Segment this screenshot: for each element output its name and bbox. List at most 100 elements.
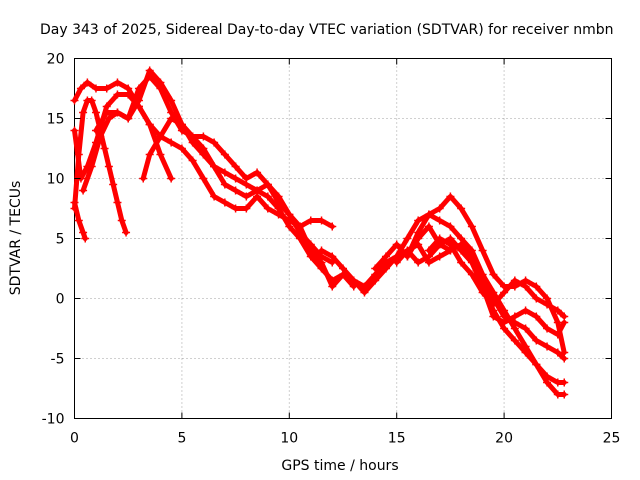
x-tick-label: 15 [388, 431, 406, 447]
data-point-marker [467, 222, 476, 231]
y-axis-label: SDTVAR / TECUs [8, 181, 24, 296]
x-tick-label: 0 [70, 431, 79, 447]
data-point-marker [87, 162, 96, 171]
data-point-marker [328, 252, 337, 261]
data-point-marker [381, 252, 390, 261]
data-point-marker [70, 96, 79, 105]
data-point-marker [521, 282, 530, 291]
data-point-marker [199, 174, 208, 183]
data-point-marker [349, 276, 358, 285]
x-tick-label: 10 [280, 431, 298, 447]
data-point-marker [371, 276, 380, 285]
data-point-marker [220, 198, 229, 207]
data-point-marker [521, 306, 530, 315]
data-point-marker [263, 180, 272, 189]
data-point-marker [457, 204, 466, 213]
data-point-marker [210, 138, 219, 147]
data-point-marker [532, 294, 541, 303]
data-point-marker [124, 90, 133, 99]
data-point-marker [339, 264, 347, 273]
data-point-marker [414, 234, 423, 243]
data-point-marker [446, 240, 455, 249]
data-point-marker [532, 336, 541, 345]
data-point-marker [231, 204, 240, 213]
data-point-marker [242, 192, 251, 201]
data-point-marker [360, 288, 369, 297]
data-point-marker [500, 318, 509, 327]
data-point-marker [76, 84, 85, 93]
series-track [72, 200, 88, 241]
data-point-marker [306, 216, 315, 225]
series-layer [70, 66, 569, 399]
data-point-marker [560, 312, 569, 321]
data-point-marker [560, 390, 569, 399]
x-tick-label: 25 [603, 431, 621, 447]
data-point-marker [70, 204, 79, 213]
data-point-marker [317, 216, 326, 225]
y-tick-label: -10 [42, 412, 65, 428]
data-point-marker [70, 126, 79, 135]
data-point-marker [403, 234, 412, 243]
data-point-marker [145, 72, 154, 81]
data-point-marker [113, 108, 122, 117]
data-point-marker [489, 312, 498, 321]
data-point-marker [478, 288, 487, 297]
data-point-marker [317, 246, 326, 255]
data-point-marker [435, 234, 444, 243]
y-tick-label: 10 [47, 172, 65, 188]
data-point-marker [253, 186, 262, 195]
data-point-marker [83, 78, 92, 87]
data-point-marker [424, 258, 433, 267]
data-point-marker [188, 132, 197, 141]
data-point-marker [532, 312, 541, 321]
data-point-marker [285, 222, 294, 231]
data-point-marker [79, 186, 88, 195]
data-point-marker [467, 252, 476, 261]
data-point-marker [285, 210, 294, 219]
data-point-marker [145, 150, 154, 159]
series-track-12 [424, 234, 569, 321]
data-point-marker [553, 348, 562, 357]
data-point-marker [188, 156, 197, 165]
y-tick-label: -5 [51, 352, 65, 368]
data-point-marker [117, 216, 126, 225]
data-point-marker [113, 90, 122, 99]
x-axis-label: GPS time / hours [281, 458, 398, 474]
data-point-marker [414, 216, 423, 225]
data-point-marker [543, 378, 552, 387]
series-track [426, 236, 567, 319]
y-tick-label: 0 [56, 292, 65, 308]
data-point-marker [145, 120, 154, 129]
data-point-marker [231, 162, 240, 171]
data-point-marker [74, 216, 83, 225]
data-point-marker [167, 114, 176, 123]
data-point-marker [543, 300, 552, 309]
data-point-marker [489, 300, 498, 309]
data-point-marker [532, 282, 541, 291]
data-point-marker [79, 228, 88, 237]
series-track [319, 212, 567, 397]
data-point-marker [109, 180, 118, 189]
data-point-marker [139, 174, 148, 183]
data-point-marker [177, 120, 186, 129]
data-point-marker [124, 114, 133, 123]
data-point-marker [96, 132, 105, 141]
data-point-marker [553, 306, 562, 315]
data-point-marker [435, 252, 444, 261]
data-point-marker [87, 96, 96, 105]
data-point-marker [102, 84, 111, 93]
data-point-marker [543, 342, 552, 351]
data-point-marker [414, 258, 423, 267]
data-point-marker [91, 126, 100, 135]
data-point-marker [81, 234, 90, 243]
data-point-marker [156, 132, 165, 141]
data-point-marker [500, 288, 509, 297]
chart-title: Day 343 of 2025, Sidereal Day-to-day VTE… [40, 22, 614, 38]
data-point-marker [328, 282, 337, 291]
data-point-marker [521, 324, 530, 333]
data-point-marker [122, 228, 131, 237]
data-point-marker [220, 180, 229, 189]
grid-layer [74, 58, 612, 419]
